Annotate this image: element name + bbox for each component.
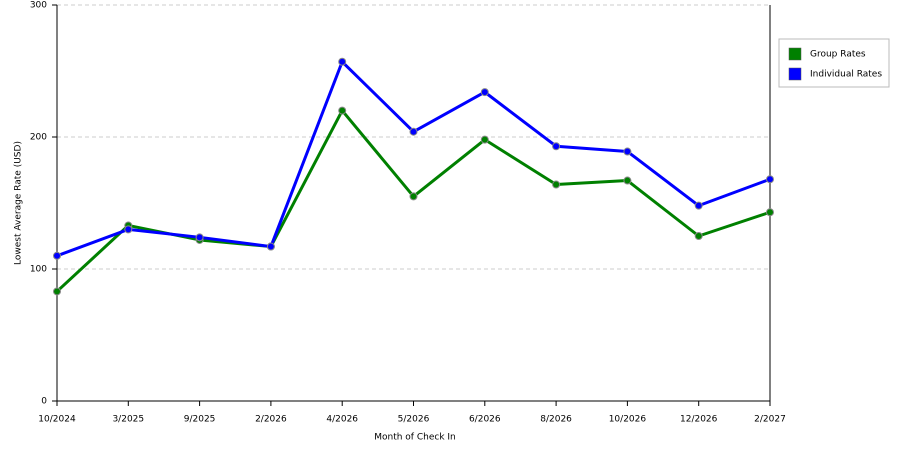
point bbox=[480, 88, 489, 97]
x-tick-label: 3/2025 bbox=[112, 415, 144, 425]
point bbox=[694, 232, 703, 240]
x-tick-label: 2/2027 bbox=[754, 415, 786, 425]
x-axis-label: Month of Check In bbox=[374, 433, 456, 443]
point bbox=[552, 180, 561, 189]
point bbox=[766, 175, 774, 184]
point bbox=[480, 135, 489, 144]
x-tick-label: 2/2026 bbox=[255, 415, 287, 425]
point bbox=[623, 147, 632, 156]
y-tick-label: 200 bbox=[30, 133, 47, 143]
x-tick-label: 10/2026 bbox=[609, 415, 647, 425]
x-tick-label: 6/2026 bbox=[469, 415, 501, 425]
point bbox=[124, 225, 133, 234]
point bbox=[338, 106, 347, 115]
y-tick-label: 300 bbox=[30, 1, 47, 11]
x-tick-label: 4/2026 bbox=[326, 415, 358, 425]
point bbox=[623, 176, 632, 185]
point bbox=[195, 233, 204, 242]
legend-box bbox=[778, 38, 890, 88]
x-tick-label: 12/2026 bbox=[680, 415, 718, 425]
series-line bbox=[56, 60, 771, 258]
point bbox=[766, 208, 774, 217]
x-tick-label: 5/2026 bbox=[398, 415, 430, 425]
x-tick-label: 10/2024 bbox=[38, 415, 76, 425]
legend-label: Group Rates bbox=[810, 50, 866, 60]
legend: Group Rates Individual Rates bbox=[778, 38, 890, 88]
legend-label: Individual Rates bbox=[810, 70, 882, 80]
y-axis-label: Lowest Average Rate (USD) bbox=[14, 141, 24, 265]
point bbox=[552, 142, 561, 151]
y-tick-label: 100 bbox=[30, 265, 47, 275]
point bbox=[53, 287, 61, 296]
x-tick-label: 9/2025 bbox=[184, 415, 216, 425]
point bbox=[409, 127, 418, 136]
point bbox=[409, 192, 418, 201]
x-tick-label: 8/2026 bbox=[540, 415, 572, 425]
point bbox=[694, 201, 703, 210]
y-tick-label: 0 bbox=[41, 397, 47, 407]
point bbox=[338, 57, 347, 66]
series-line bbox=[55, 109, 771, 293]
point bbox=[53, 251, 61, 260]
point bbox=[266, 242, 275, 251]
legend-swatch bbox=[788, 67, 802, 81]
legend-swatch bbox=[788, 47, 802, 61]
